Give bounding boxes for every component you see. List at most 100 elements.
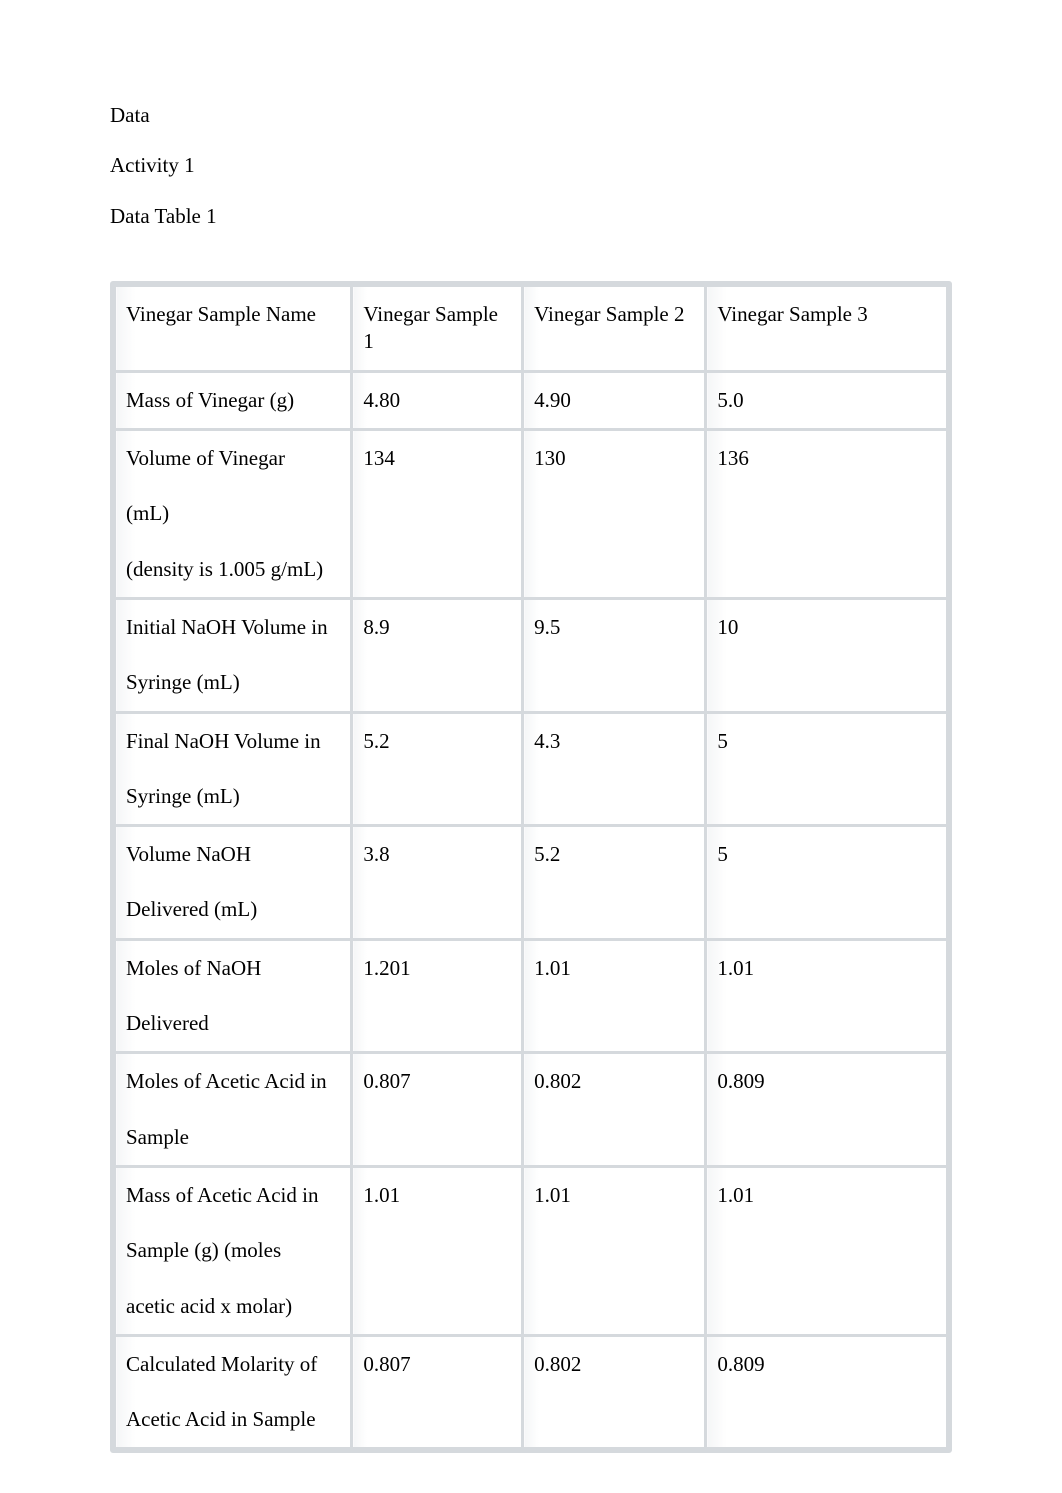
cell-value: 5 (717, 714, 936, 769)
row-label-cell: Vinegar Sample Name (115, 286, 352, 372)
heading-table: Data Table 1 (110, 191, 952, 241)
page: Data Activity 1 Data Table 1 Vinegar Sam… (0, 0, 1062, 1493)
sample-3-cell: Vinegar Sample 3 (706, 286, 948, 372)
sample-2-cell: 0.802 (523, 1053, 706, 1167)
data-table-1-body: Vinegar Sample NameVinegar Sample 1Vineg… (115, 286, 948, 1449)
row-label-cell: Mass of Vinegar (g) (115, 371, 352, 429)
sample-2-cell: 1.01 (523, 1166, 706, 1335)
row-label-line: Initial NaOH Volume in (126, 600, 340, 655)
sample-1-cell: 5.2 (352, 712, 523, 826)
sample-1-cell: 8.9 (352, 598, 523, 712)
cell-value: 130 (534, 431, 694, 486)
cell-value: 4.90 (534, 373, 694, 428)
row-label-line: Moles of NaOH (126, 941, 340, 996)
sample-2-cell: 0.802 (523, 1335, 706, 1449)
cell-value: 1.01 (717, 1168, 936, 1223)
row-label-cell: Volume of Vinegar(mL)(density is 1.005 g… (115, 430, 352, 599)
sample-2-cell: 130 (523, 430, 706, 599)
row-label-line: Acetic Acid in Sample (126, 1392, 340, 1447)
table-row: Volume NaOHDelivered (mL)3.85.25 (115, 826, 948, 940)
sample-1-cell: 134 (352, 430, 523, 599)
row-label-line: Syringe (mL) (126, 655, 340, 710)
row-label-line: Syringe (mL) (126, 769, 340, 824)
sample-3-cell: 5 (706, 826, 948, 940)
sample-3-cell: 1.01 (706, 939, 948, 1053)
cell-value: 0.809 (717, 1337, 936, 1392)
cell-value: 10 (717, 600, 936, 655)
sample-1-cell: 4.80 (352, 371, 523, 429)
table-row: Final NaOH Volume inSyringe (mL)5.24.35 (115, 712, 948, 826)
cell-value: 134 (363, 431, 511, 486)
heading-data: Data (110, 90, 952, 140)
cell-value: 1.01 (534, 1168, 694, 1223)
row-label-line: Mass of Vinegar (g) (126, 373, 340, 428)
cell-value: 0.802 (534, 1337, 694, 1392)
cell-value: 4.3 (534, 714, 694, 769)
row-label-line: (mL) (126, 486, 340, 541)
row-label-line: Calculated Molarity of (126, 1337, 340, 1392)
cell-value: 4.80 (363, 373, 511, 428)
row-label-cell: Initial NaOH Volume inSyringe (mL) (115, 598, 352, 712)
row-label-cell: Volume NaOHDelivered (mL) (115, 826, 352, 940)
table-row: Moles of Acetic Acid inSample0.8070.8020… (115, 1053, 948, 1167)
cell-value: 0.807 (363, 1337, 511, 1392)
row-label-cell: Moles of NaOHDelivered (115, 939, 352, 1053)
table-row: Moles of NaOHDelivered1.2011.011.01 (115, 939, 948, 1053)
table-row: Volume of Vinegar(mL)(density is 1.005 g… (115, 430, 948, 599)
cell-value: 5.2 (363, 714, 511, 769)
row-label-line: Delivered (126, 996, 340, 1051)
row-label-line: Moles of Acetic Acid in (126, 1054, 340, 1109)
sample-2-cell: 9.5 (523, 598, 706, 712)
sample-3-cell: 10 (706, 598, 948, 712)
row-label-line: Mass of Acetic Acid in (126, 1168, 340, 1223)
sample-2-cell: 1.01 (523, 939, 706, 1053)
sample-2-cell: 4.90 (523, 371, 706, 429)
sample-2-cell: 4.3 (523, 712, 706, 826)
row-label-line: Volume of Vinegar (126, 431, 340, 486)
cell-value: 1.01 (534, 941, 694, 996)
cell-value: 3.8 (363, 827, 511, 882)
table-row: Vinegar Sample NameVinegar Sample 1Vineg… (115, 286, 948, 372)
row-label-line: Delivered (mL) (126, 882, 340, 937)
cell-value: 5.2 (534, 827, 694, 882)
row-label-line: Vinegar Sample Name (126, 287, 340, 342)
sample-3-cell: 1.01 (706, 1166, 948, 1335)
row-label-line: acetic acid x molar) (126, 1279, 340, 1334)
cell-value: 0.807 (363, 1054, 511, 1109)
sample-1-cell: 0.807 (352, 1335, 523, 1449)
cell-value: Vinegar Sample 1 (363, 287, 511, 370)
heading-activity: Activity 1 (110, 140, 952, 190)
sample-1-cell: Vinegar Sample 1 (352, 286, 523, 372)
row-label-line: (density is 1.005 g/mL) (126, 542, 340, 597)
cell-value: 8.9 (363, 600, 511, 655)
cell-value: 1.01 (717, 941, 936, 996)
table-row: Calculated Molarity ofAcetic Acid in Sam… (115, 1335, 948, 1449)
sample-3-cell: 5 (706, 712, 948, 826)
cell-value: Vinegar Sample 3 (717, 287, 936, 342)
sample-1-cell: 1.201 (352, 939, 523, 1053)
sample-1-cell: 3.8 (352, 826, 523, 940)
sample-2-cell: Vinegar Sample 2 (523, 286, 706, 372)
row-label-cell: Mass of Acetic Acid inSample (g) (molesa… (115, 1166, 352, 1335)
cell-value: 5.0 (717, 373, 936, 428)
sample-2-cell: 5.2 (523, 826, 706, 940)
sample-1-cell: 1.01 (352, 1166, 523, 1335)
row-label-cell: Calculated Molarity ofAcetic Acid in Sam… (115, 1335, 352, 1449)
row-label-cell: Final NaOH Volume inSyringe (mL) (115, 712, 352, 826)
cell-value: 1.201 (363, 941, 511, 996)
cell-value: 0.802 (534, 1054, 694, 1109)
table-row: Mass of Vinegar (g) 4.80 4.90 5.0 (115, 371, 948, 429)
row-label-cell: Moles of Acetic Acid inSample (115, 1053, 352, 1167)
sample-3-cell: 0.809 (706, 1335, 948, 1449)
cell-value: 1.01 (363, 1168, 511, 1223)
sample-3-cell: 136 (706, 430, 948, 599)
sample-1-cell: 0.807 (352, 1053, 523, 1167)
data-table-1: Vinegar Sample NameVinegar Sample 1Vineg… (113, 284, 949, 1450)
cell-value: 0.809 (717, 1054, 936, 1109)
row-label-line: Sample (126, 1110, 340, 1165)
row-label-line: Volume NaOH (126, 827, 340, 882)
row-label-line: Final NaOH Volume in (126, 714, 340, 769)
data-table-1-wrap: Vinegar Sample NameVinegar Sample 1Vineg… (110, 281, 952, 1453)
table-row: Initial NaOH Volume inSyringe (mL)8.99.5… (115, 598, 948, 712)
sample-3-cell: 5.0 (706, 371, 948, 429)
